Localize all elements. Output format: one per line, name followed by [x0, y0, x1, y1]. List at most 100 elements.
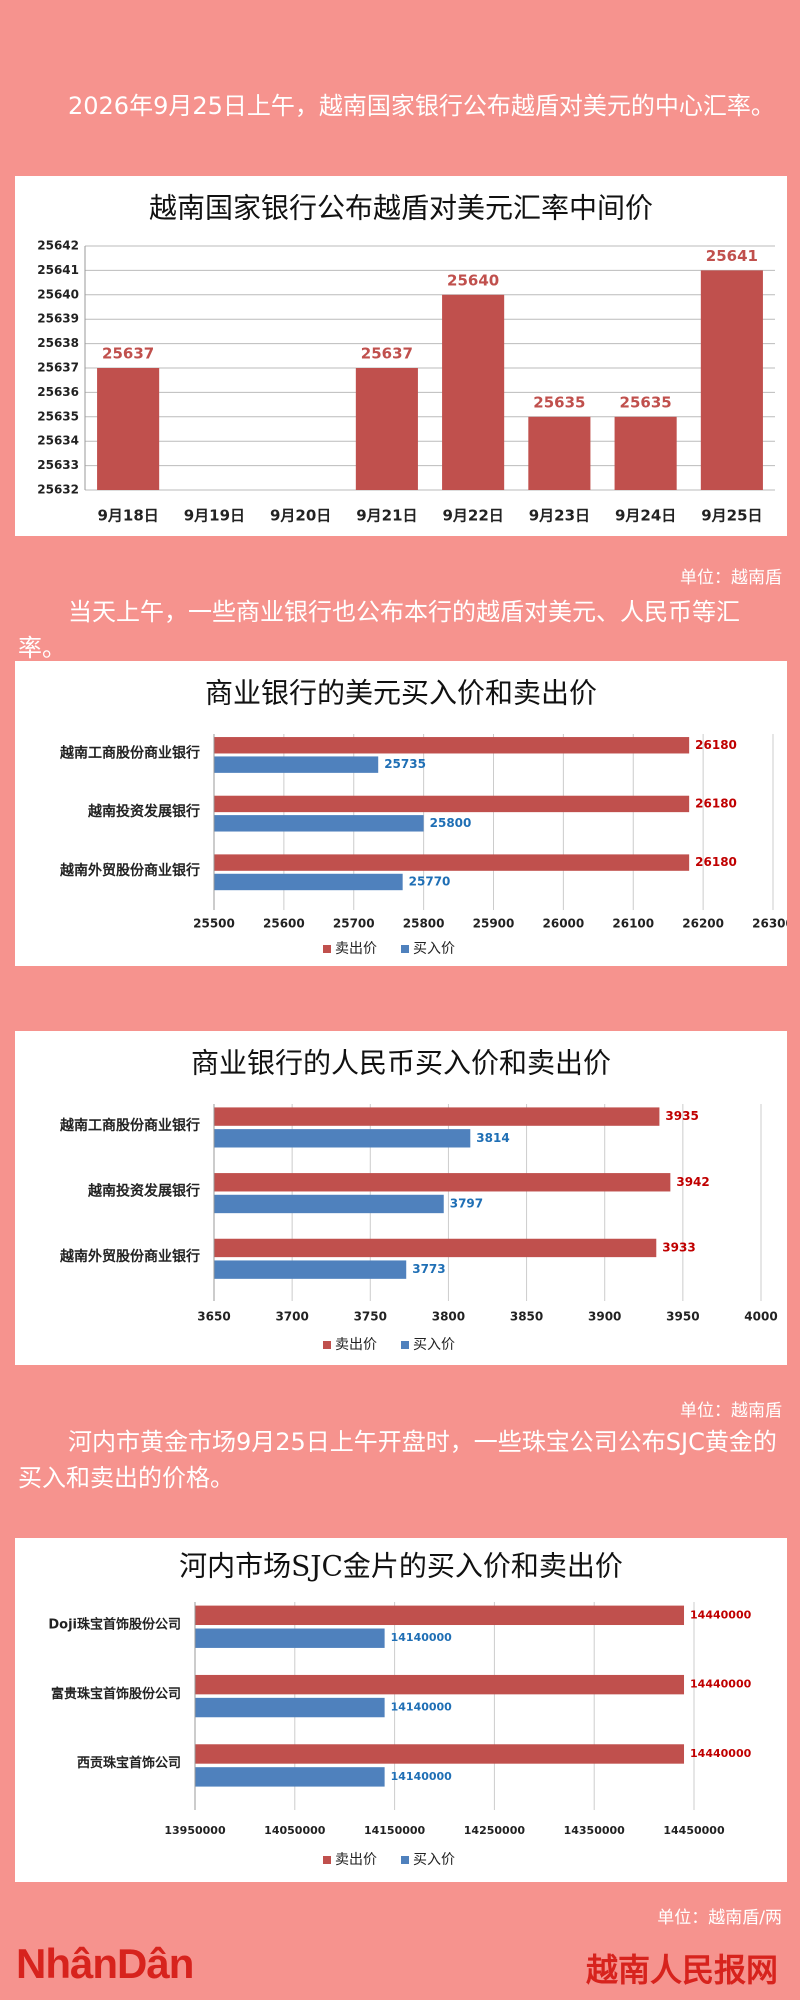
value-label: 3933 [662, 1240, 695, 1254]
y-tick-label: Doji珠宝首饰股份公司 [48, 1617, 181, 1633]
legend-label: 买入价 [413, 1337, 455, 1353]
y-tick-label: 越南投资发展银行 [87, 1182, 200, 1199]
legend-swatch [323, 945, 331, 953]
bar [214, 1194, 444, 1214]
unit-note: 单位：越南盾 [680, 1401, 782, 1421]
y-tick-label: 越南外贸股份商业银行 [59, 862, 200, 879]
intro-paragraph: 当天上午，一些商业银行也公布本行的越盾对美元、人民币等汇率。 [18, 598, 740, 662]
value-label: 26180 [695, 855, 737, 869]
x-tick-label: 25900 [473, 917, 515, 931]
chart-title: 商业银行的美元买入价和卖出价 [205, 677, 597, 710]
chart-title: 越南国家银行公布越盾对美元汇率中间价 [149, 192, 653, 225]
bar [214, 1129, 471, 1148]
bar [195, 1697, 385, 1718]
x-tick-label: 9月25日 [701, 507, 762, 525]
bar [195, 1628, 385, 1648]
bar [214, 795, 690, 813]
value-label: 14140000 [391, 1631, 453, 1644]
legend-swatch [401, 945, 409, 953]
x-tick-label: 25700 [333, 917, 375, 931]
unit-note: 单位：越南盾 [680, 568, 782, 588]
value-label: 14140000 [391, 1701, 453, 1714]
x-tick-label: 14150000 [364, 1824, 426, 1837]
legend-label: 买入价 [413, 1852, 455, 1868]
bar [97, 368, 160, 490]
x-tick-label: 14050000 [264, 1824, 326, 1837]
intro-paragraph: 2026年9月25日上午，越南国家银行公布越盾对美元的中心汇率。 [68, 92, 775, 120]
value-label: 25735 [384, 757, 426, 771]
x-tick-label: 9月21日 [356, 507, 417, 525]
x-tick-label: 3950 [666, 1310, 699, 1324]
bar [700, 270, 763, 490]
x-tick-label: 26100 [612, 917, 654, 931]
y-tick-label: 25641 [37, 263, 79, 277]
value-label: 25770 [409, 874, 451, 888]
x-tick-label: 9月20日 [270, 507, 331, 525]
y-tick-label: 越南外贸股份商业银行 [59, 1248, 200, 1265]
value-label: 26180 [695, 796, 737, 810]
y-tick-label: 25640 [37, 287, 79, 301]
value-label: 14140000 [391, 1770, 453, 1783]
value-label: 25800 [430, 816, 472, 830]
x-tick-label: 3750 [354, 1310, 387, 1324]
y-tick-label: 25635 [37, 409, 79, 423]
bar [195, 1767, 385, 1787]
chart: 河内市场SJC金片的买入价和卖出价 13950000 14050000 1415000… [15, 1538, 787, 1882]
y-tick-label: 越南工商股份商业银行 [59, 744, 200, 761]
value-label: 3814 [476, 1131, 509, 1145]
y-tick-label: 25637 [37, 361, 79, 375]
value-label: 3942 [676, 1175, 709, 1189]
legend-swatch [323, 1856, 331, 1864]
value-label: 26180 [695, 738, 737, 752]
x-tick-label: 9月19日 [184, 507, 245, 525]
x-tick-label: 3700 [275, 1310, 308, 1324]
x-tick-label: 25500 [193, 917, 235, 931]
x-tick-label: 26200 [682, 917, 724, 931]
chart-title: 商业银行的人民币买入价和卖出价 [191, 1047, 611, 1080]
footer: 越南人民报网 [585, 1951, 778, 1989]
legend-swatch [323, 1341, 331, 1349]
y-tick-label: 越南工商股份商业银行 [59, 1117, 200, 1134]
value-label: 3935 [665, 1109, 698, 1123]
chart: 商业银行的美元买入价和卖出价 25500 25600 25700 25800 25900 2… [15, 661, 787, 966]
y-tick-label: 25634 [37, 434, 79, 448]
y-tick-label: 西贡珠宝首饰公司 [77, 1755, 181, 1771]
value-label: 14440000 [690, 1608, 752, 1621]
chart: 越南国家银行公布越盾对美元汇率中间价 25632 25633 25634 25635 25… [15, 176, 787, 536]
chart-title: 河内市场SJC金片的买入价和卖出价 [179, 1550, 623, 1583]
y-tick-label: 25632 [37, 483, 79, 497]
value-label: 14440000 [690, 1747, 752, 1760]
x-tick-label: 3800 [432, 1310, 465, 1324]
bar [614, 416, 677, 490]
value-label: 14440000 [690, 1678, 752, 1691]
y-tick-label: 25638 [37, 336, 79, 350]
x-tick-label: 9月24日 [615, 507, 676, 525]
y-tick-label: 富贵珠宝首饰股份公司 [51, 1686, 181, 1702]
bar [214, 737, 690, 754]
x-tick-label: 13950000 [164, 1824, 226, 1837]
bar [442, 294, 505, 490]
y-tick-label: 25633 [37, 458, 79, 472]
y-tick-label: 25639 [37, 312, 79, 326]
y-tick-label: 25642 [37, 239, 79, 253]
x-tick-label: 9月22日 [442, 507, 503, 525]
logo: NhânDân [16, 1940, 194, 1987]
bar [195, 1605, 685, 1626]
legend-label: 卖出价 [335, 1852, 377, 1868]
y-tick-label: 25636 [37, 385, 79, 399]
x-tick-label: 9月18日 [97, 507, 158, 525]
value-label: 25637 [102, 345, 154, 363]
value-label: 25641 [706, 247, 758, 265]
bar [355, 368, 418, 490]
x-tick-label: 14250000 [464, 1824, 526, 1837]
intro-paragraph: 河内市黄金市场9月25日上午开盘时，一些珠宝公司公布SJC黄金的买入和卖出的价格… [18, 1428, 777, 1492]
unit-note: 单位：越南盾/两 [657, 1908, 782, 1928]
legend-label: 卖出价 [335, 1337, 377, 1353]
x-tick-label: 3900 [588, 1310, 621, 1324]
x-tick-label: 25600 [263, 917, 305, 931]
x-tick-label: 26000 [543, 917, 585, 931]
x-tick-label: 14350000 [564, 1824, 626, 1837]
bar [195, 1674, 685, 1695]
value-label: 3773 [412, 1262, 445, 1276]
